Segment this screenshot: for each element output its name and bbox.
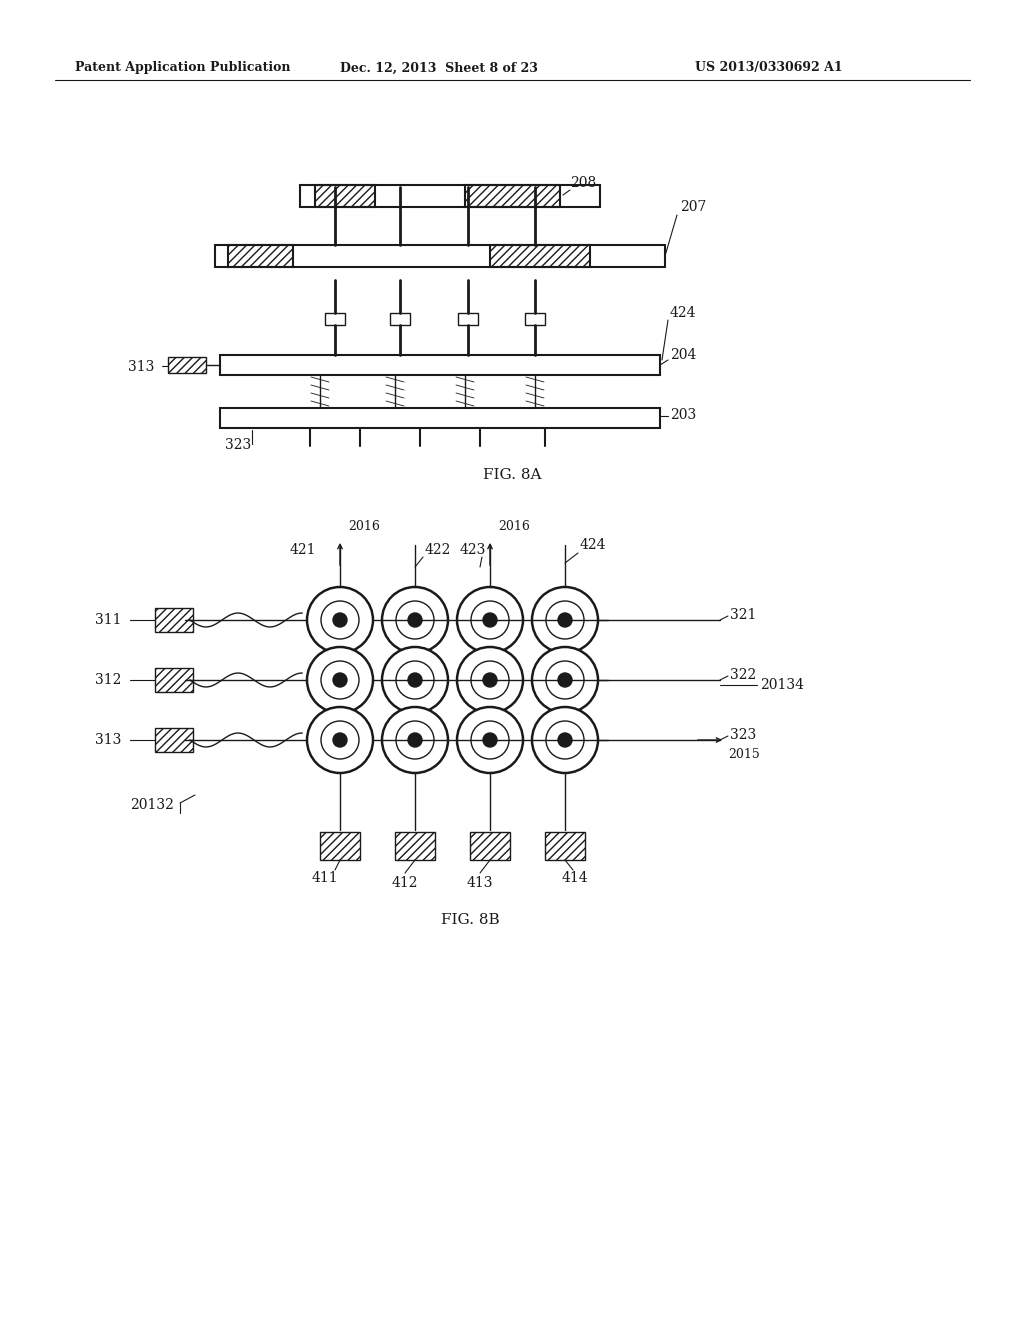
Circle shape: [471, 601, 509, 639]
Circle shape: [471, 721, 509, 759]
Circle shape: [321, 601, 359, 639]
Circle shape: [546, 721, 584, 759]
Text: 207: 207: [680, 201, 707, 214]
Circle shape: [333, 612, 347, 627]
Circle shape: [532, 587, 598, 653]
Circle shape: [457, 587, 523, 653]
Text: 2015: 2015: [728, 748, 760, 762]
Text: 311: 311: [95, 612, 122, 627]
Circle shape: [382, 647, 449, 713]
Bar: [220, 408, 660, 428]
Bar: [228, 246, 293, 267]
Bar: [315, 185, 375, 207]
Text: 313: 313: [95, 733, 122, 747]
Text: 421: 421: [290, 543, 316, 557]
Bar: [300, 185, 600, 207]
Bar: [545, 832, 585, 861]
Bar: [465, 185, 560, 207]
Bar: [319, 832, 360, 861]
Bar: [155, 729, 193, 752]
Text: 2016: 2016: [498, 520, 529, 533]
Circle shape: [408, 673, 422, 686]
Text: 412: 412: [392, 876, 418, 890]
Text: FIG. 8B: FIG. 8B: [440, 913, 500, 927]
Bar: [215, 246, 665, 267]
Circle shape: [408, 612, 422, 627]
Text: Dec. 12, 2013  Sheet 8 of 23: Dec. 12, 2013 Sheet 8 of 23: [340, 62, 538, 74]
Bar: [168, 356, 206, 374]
Bar: [390, 313, 410, 325]
Text: 414: 414: [562, 871, 589, 884]
Text: 323: 323: [225, 438, 251, 451]
Circle shape: [546, 661, 584, 700]
Text: Patent Application Publication: Patent Application Publication: [75, 62, 291, 74]
Circle shape: [321, 661, 359, 700]
Circle shape: [457, 647, 523, 713]
Circle shape: [471, 661, 509, 700]
Bar: [470, 832, 510, 861]
Circle shape: [333, 673, 347, 686]
Circle shape: [382, 708, 449, 774]
Text: 423: 423: [460, 543, 486, 557]
Text: 312: 312: [95, 673, 122, 686]
Circle shape: [457, 708, 523, 774]
Circle shape: [307, 708, 373, 774]
Text: US 2013/0330692 A1: US 2013/0330692 A1: [695, 62, 843, 74]
Circle shape: [396, 601, 434, 639]
Text: 323: 323: [730, 729, 757, 742]
Bar: [220, 355, 660, 375]
Circle shape: [333, 733, 347, 747]
Circle shape: [396, 661, 434, 700]
Bar: [155, 668, 193, 692]
Circle shape: [382, 587, 449, 653]
Circle shape: [546, 601, 584, 639]
Text: 413: 413: [467, 876, 494, 890]
Circle shape: [321, 721, 359, 759]
Bar: [465, 185, 560, 207]
Text: 411: 411: [311, 871, 338, 884]
Circle shape: [408, 733, 422, 747]
Text: 422: 422: [425, 543, 452, 557]
Circle shape: [396, 721, 434, 759]
Circle shape: [532, 708, 598, 774]
Circle shape: [558, 673, 572, 686]
Text: 424: 424: [670, 306, 696, 319]
Bar: [155, 609, 193, 632]
Circle shape: [307, 647, 373, 713]
Circle shape: [483, 673, 497, 686]
Bar: [525, 313, 545, 325]
Bar: [458, 313, 478, 325]
Text: 204: 204: [670, 348, 696, 362]
Text: 2016: 2016: [348, 520, 380, 533]
Text: 313: 313: [128, 360, 155, 374]
Circle shape: [532, 647, 598, 713]
Circle shape: [558, 733, 572, 747]
Text: 322: 322: [730, 668, 757, 682]
Circle shape: [558, 612, 572, 627]
Bar: [315, 185, 375, 207]
Text: 208: 208: [570, 176, 596, 190]
Bar: [228, 246, 293, 267]
Circle shape: [307, 587, 373, 653]
Circle shape: [483, 733, 497, 747]
Bar: [325, 313, 345, 325]
Text: 424: 424: [580, 539, 606, 552]
Circle shape: [483, 612, 497, 627]
Text: FIG. 8A: FIG. 8A: [482, 469, 542, 482]
Text: 321: 321: [730, 609, 757, 622]
Bar: [395, 832, 435, 861]
Text: 20134: 20134: [760, 678, 804, 692]
Text: 203: 203: [670, 408, 696, 422]
Bar: [490, 246, 590, 267]
Text: 20132: 20132: [130, 799, 174, 812]
Bar: [490, 246, 590, 267]
